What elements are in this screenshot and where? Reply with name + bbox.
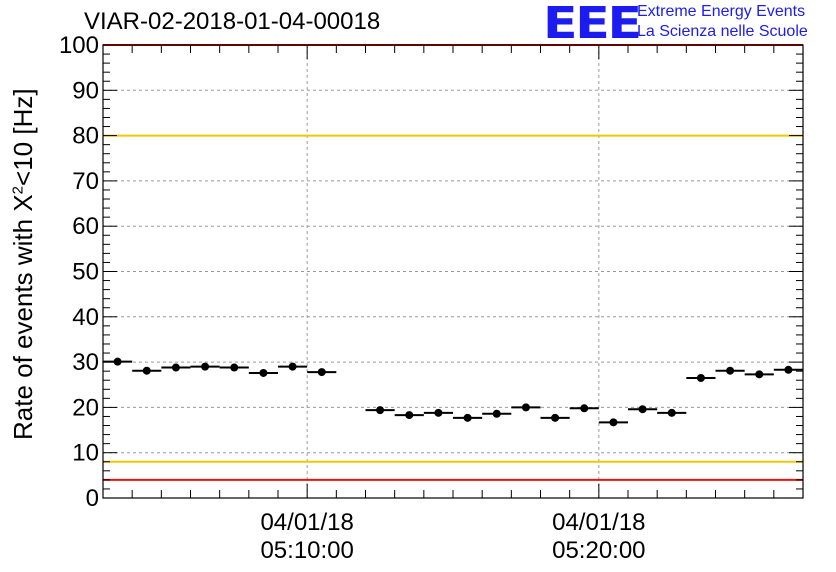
data-point [434, 408, 443, 417]
y-tick-label: 30 [72, 349, 99, 376]
eee-logo: EEE Extreme Energy Events La Scienza nel… [543, 2, 808, 46]
y-tick-label: 60 [72, 213, 99, 240]
data-point [201, 362, 210, 371]
logo-text: Extreme Energy Events La Scienza nelle S… [637, 2, 808, 42]
data-point [580, 404, 589, 413]
data-point [317, 368, 326, 377]
x-tick-label-time: 05:20:00 [552, 537, 645, 564]
y-tick-label: 70 [72, 168, 99, 195]
logo-line-1: Extreme Energy Events [637, 3, 806, 20]
data-point [609, 418, 618, 427]
data-point [551, 413, 560, 422]
data-point [638, 405, 647, 414]
data-point [259, 368, 268, 377]
logo-mark: EEE [543, 0, 642, 49]
data-point [463, 413, 472, 422]
y-tick-label: 100 [59, 32, 99, 59]
x-tick-label-date: 04/01/18 [552, 509, 645, 536]
y-tick-label: 90 [72, 77, 99, 104]
data-point [171, 363, 180, 372]
logo-line-2: La Scienza nelle Scuole [637, 23, 808, 40]
data-point [696, 373, 705, 382]
y-tick-label: 80 [72, 123, 99, 150]
data-point [230, 363, 239, 372]
data-point [755, 370, 764, 379]
y-tick-label: 40 [72, 304, 99, 331]
chart-title: VIAR-02-2018-01-04-00018 [84, 8, 381, 35]
y-tick-label: 10 [72, 440, 99, 467]
x-tick-label-date: 04/01/18 [260, 509, 353, 536]
data-point [113, 357, 122, 366]
data-point [784, 365, 793, 374]
data-point [726, 366, 735, 375]
y-tick-label: 0 [86, 485, 99, 512]
x-tick-label-time: 05:10:00 [260, 537, 353, 564]
data-point [142, 366, 151, 375]
data-point [521, 403, 530, 412]
data-point [405, 411, 414, 420]
data-point [667, 408, 676, 417]
data-point [288, 362, 297, 371]
y-tick-label: 50 [72, 259, 99, 286]
data-point [376, 406, 385, 415]
y-tick-label: 20 [72, 394, 99, 421]
data-point [492, 409, 501, 418]
